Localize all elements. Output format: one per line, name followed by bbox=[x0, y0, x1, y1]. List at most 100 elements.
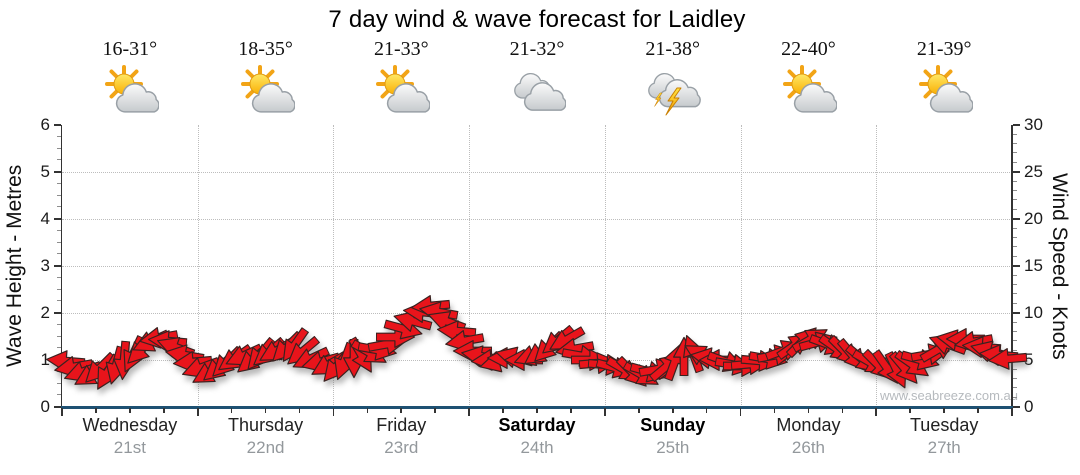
left-axis-tick bbox=[54, 406, 61, 408]
bottom-axis-tick bbox=[129, 408, 131, 413]
right-axis-tick bbox=[1013, 406, 1020, 408]
temp-range: 18-35° bbox=[238, 38, 293, 60]
day-date: 23rd bbox=[384, 438, 419, 457]
day-header-monday: 22-40° bbox=[741, 36, 877, 124]
bottom-axis-tick bbox=[637, 408, 640, 413]
bottom-axis-tick bbox=[468, 408, 470, 416]
bottom-axis-tick bbox=[332, 408, 335, 416]
right-axis-tick bbox=[1013, 227, 1017, 229]
plot-area bbox=[45, 125, 1028, 407]
left-axis-tick bbox=[57, 394, 61, 396]
day-name: Monday bbox=[776, 415, 841, 435]
bottom-axis-tick bbox=[230, 408, 233, 413]
partly-cloudy-icon bbox=[237, 64, 296, 120]
day-label-wednesday: Wednesday 21st bbox=[62, 413, 198, 459]
left-axis-tick bbox=[57, 335, 61, 337]
left-axis-tick-label: 0 bbox=[40, 397, 50, 416]
right-axis-tick bbox=[1013, 293, 1017, 295]
day-name: Sunday bbox=[640, 415, 706, 435]
temp-range: 21-39° bbox=[916, 38, 972, 60]
bottom-axis-tick bbox=[400, 408, 403, 413]
right-axis-tick bbox=[1013, 133, 1017, 135]
day-name: Tuesday bbox=[909, 415, 979, 435]
gridline-h bbox=[62, 313, 1012, 314]
left-axis-tick bbox=[57, 276, 61, 278]
right-axis-tick bbox=[1013, 161, 1017, 163]
left-axis-tick bbox=[54, 312, 61, 314]
gridline-v bbox=[333, 125, 335, 407]
watermark: www.seabreeze.com.au bbox=[880, 388, 1019, 403]
right-axis-tick-label: 0 bbox=[1024, 397, 1034, 416]
left-axis-tick bbox=[57, 382, 61, 384]
left-axis-tick bbox=[57, 229, 61, 231]
left-axis-tick-label: 6 bbox=[40, 115, 50, 134]
right-axis-tick bbox=[1013, 302, 1017, 304]
bottom-axis-tick bbox=[705, 408, 708, 413]
bottom-axis-line bbox=[61, 406, 1013, 409]
gridline-v bbox=[604, 125, 606, 407]
left-axis-tick bbox=[57, 147, 61, 149]
right-axis-tick bbox=[1013, 349, 1017, 351]
left-axis-tick bbox=[57, 182, 61, 184]
left-axis-line bbox=[60, 125, 63, 407]
gridline-v bbox=[197, 125, 199, 407]
right-axis-tick bbox=[1013, 143, 1017, 144]
bottom-axis-tick bbox=[298, 408, 301, 413]
right-axis-tick-label: 20 bbox=[1024, 209, 1043, 228]
wind-arrow bbox=[987, 348, 1028, 370]
right-axis-tick bbox=[1013, 208, 1017, 210]
right-axis-tick bbox=[1013, 199, 1017, 201]
left-axis-tick-label: 2 bbox=[40, 303, 50, 322]
day-date: 27th bbox=[927, 438, 961, 457]
right-axis-tick bbox=[1013, 312, 1020, 314]
right-axis-line bbox=[1011, 125, 1013, 407]
left-axis-tick bbox=[54, 218, 61, 220]
right-axis-tick bbox=[1013, 274, 1017, 276]
temp-range: 21-32° bbox=[509, 38, 565, 60]
temp-range: 22-40° bbox=[781, 38, 836, 60]
right-axis-tick bbox=[1013, 246, 1017, 248]
bottom-axis-tick bbox=[95, 408, 97, 413]
day-header-friday: 21-33° bbox=[333, 36, 469, 124]
left-axis-tick bbox=[54, 265, 61, 267]
right-axis-tick bbox=[1013, 331, 1017, 332]
bottom-axis-tick bbox=[671, 408, 674, 413]
right-axis-tick-label: 5 bbox=[1024, 350, 1034, 369]
bottom-axis-tick bbox=[536, 408, 538, 413]
right-axis-tick bbox=[1013, 218, 1020, 220]
left-axis-tick bbox=[54, 171, 61, 173]
right-axis-tick bbox=[1013, 171, 1020, 173]
gridline-h bbox=[62, 219, 1012, 220]
partly-cloudy-icon bbox=[101, 64, 160, 120]
bottom-axis-tick bbox=[604, 408, 606, 416]
temp-range: 21-38° bbox=[645, 38, 701, 60]
right-axis-title: Wind Speed - Knots bbox=[1048, 172, 1071, 360]
right-axis-tick bbox=[1013, 378, 1017, 379]
day-header-wednesday: 16-31° bbox=[62, 36, 198, 124]
day-header-tuesday: 21-39° bbox=[876, 36, 1012, 124]
bottom-axis-tick bbox=[366, 408, 369, 413]
right-axis-tick bbox=[1013, 152, 1017, 154]
left-axis-tick-label: 5 bbox=[40, 162, 50, 181]
day-date: 25th bbox=[656, 438, 690, 457]
right-axis-tick bbox=[1013, 124, 1020, 126]
left-axis-tick bbox=[57, 347, 61, 349]
x-axis-labels: Wednesday 21st Thursday 22nd Friday 23rd… bbox=[62, 413, 1012, 459]
right-axis-tick bbox=[1013, 237, 1017, 238]
left-axis-tick bbox=[57, 159, 61, 161]
left-axis-tick-label: 1 bbox=[40, 350, 50, 369]
right-axis-tick bbox=[1013, 340, 1017, 342]
left-axis-tick bbox=[57, 300, 61, 302]
left-axis-tick bbox=[57, 206, 61, 208]
day-label-thursday: Thursday 22nd bbox=[198, 413, 334, 459]
gridline-h bbox=[62, 172, 1012, 173]
bottom-axis-tick bbox=[196, 408, 199, 416]
right-axis-tick bbox=[1013, 255, 1017, 257]
partly-cloudy-icon bbox=[915, 64, 974, 120]
bottom-axis-tick bbox=[943, 408, 945, 413]
gridline-v bbox=[740, 125, 742, 407]
left-axis-tick-label: 4 bbox=[40, 209, 50, 228]
right-axis-tick bbox=[1013, 284, 1017, 285]
day-date: 24th bbox=[520, 438, 554, 457]
